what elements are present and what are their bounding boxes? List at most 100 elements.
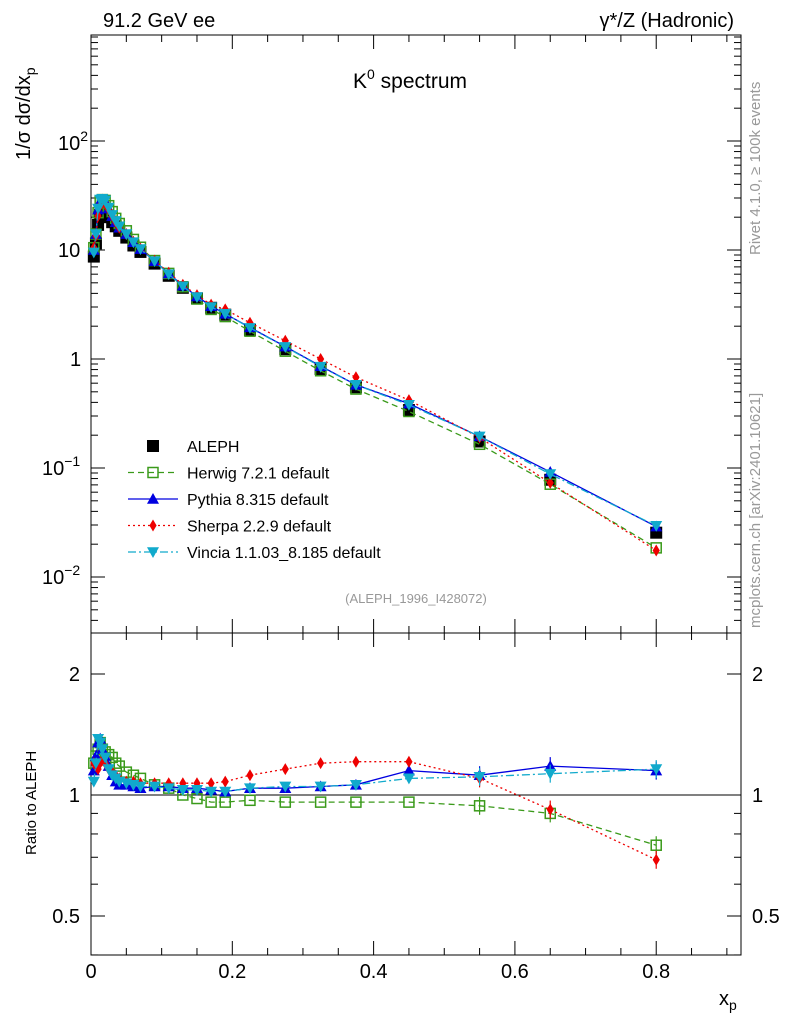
series-line: [93, 198, 657, 527]
data-point: [89, 750, 102, 761]
data-point: [113, 221, 126, 233]
data-point: [87, 776, 100, 788]
y-tick-label-10: 10: [58, 240, 80, 262]
data-point: [94, 763, 102, 776]
data-point: [207, 777, 215, 790]
data-point: [349, 379, 362, 391]
series-vincia: [87, 193, 663, 532]
analysis-id-label: (ALEPH_1996_I428072): [345, 591, 487, 606]
x-axis-label: xp: [719, 988, 737, 1013]
data-point: [405, 755, 413, 768]
y-tick-label-0.1: 10−1: [42, 453, 80, 480]
data-point: [148, 256, 161, 268]
x-tick-label: 0.6: [501, 961, 529, 983]
data-point: [243, 323, 256, 334]
header-right: γ*/Z (Hadronic): [600, 10, 734, 32]
series-aleph: [87, 205, 663, 539]
legend: ALEPH Herwig 7.2.1 default Pythia 8.315 de…: [128, 439, 381, 562]
data-point: [94, 737, 107, 749]
data-point: [96, 744, 109, 756]
data-point: [650, 764, 663, 776]
ratio-panel-frame: [90, 632, 742, 956]
data-point: [279, 796, 292, 808]
ratio-series-pythia: [87, 732, 663, 797]
series-layer: [87, 193, 663, 869]
data-point: [314, 796, 327, 808]
legend-item-herwig: Herwig 7.2.1 default: [128, 466, 330, 483]
series-line: [93, 198, 657, 528]
data-point: [87, 247, 100, 259]
ratio-y-tick-label-right: 2: [752, 664, 763, 686]
x-tick-label: 0.2: [218, 961, 246, 983]
data-point: [279, 342, 292, 353]
legend-label: Sherpa 2.2.9 default: [187, 519, 332, 536]
data-point: [89, 758, 102, 770]
legend-item-vincia: Vincia 1.1.03_8.185 default: [128, 545, 381, 562]
rivet-version-label: Rivet 4.1.0, ≥ 100k events: [747, 82, 764, 255]
series-line: [93, 202, 657, 552]
data-point: [652, 544, 660, 557]
data-point: [546, 476, 554, 489]
data-point: [120, 229, 133, 241]
legend-item-sherpa: Sherpa 2.2.9 default: [128, 519, 332, 536]
ratio-series-vincia: [87, 733, 663, 798]
legend-label: Vincia 1.1.03_8.185 default: [187, 545, 381, 562]
x-tick-label: 0: [85, 961, 96, 983]
data-point: [127, 237, 140, 249]
y-axis-label: 1/σ dσ/dxp: [13, 67, 38, 160]
data-point: [243, 783, 256, 795]
data-point: [134, 781, 147, 793]
data-point: [279, 781, 292, 793]
ratio-series-sherpa: [90, 754, 660, 869]
data-point: [350, 796, 362, 808]
data-point: [99, 195, 112, 207]
data-point: [149, 519, 157, 532]
data-point: [652, 853, 660, 866]
data-point: [92, 218, 105, 231]
data-point: [352, 755, 360, 768]
main-panel-frame: [90, 34, 742, 634]
ratio-y-tick-label-left: 0.5: [52, 906, 80, 928]
data-point: [162, 269, 175, 281]
data-point: [176, 281, 189, 293]
ratio-y-tick-label-left: 2: [69, 664, 80, 686]
data-point: [544, 469, 557, 481]
data-point: [96, 757, 104, 770]
data-point: [205, 786, 218, 798]
data-point: [317, 757, 325, 770]
ratio-y-tick-label-right: 1: [752, 785, 763, 807]
data-point: [650, 839, 662, 851]
data-point: [99, 752, 112, 764]
data-point: [473, 800, 486, 812]
y-tick-label-100: 102: [58, 128, 88, 155]
data-point: [403, 796, 415, 808]
data-point: [162, 783, 175, 795]
data-point: [221, 775, 229, 788]
data-point: [147, 493, 159, 504]
data-point: [147, 440, 159, 452]
data-point: [89, 229, 102, 241]
data-point: [219, 308, 232, 320]
x-tick-label: 0.8: [642, 961, 670, 983]
y-tick-label-0.01: 10−2: [42, 562, 80, 589]
data-point: [473, 431, 486, 443]
series-sherpa: [90, 196, 660, 557]
ratio-y-tick-label-right: 0.5: [752, 906, 780, 928]
data-point: [244, 794, 256, 807]
data-point: [219, 786, 232, 798]
data-point: [246, 769, 254, 782]
data-point: [544, 768, 557, 780]
legend-item-aleph: ALEPH: [147, 439, 239, 456]
data-point: [176, 785, 189, 796]
axis-ticks: 0.5 0.5 1 1 2 2 0 0.2 0.4 0.6 0.8: [52, 35, 780, 983]
data-point: [148, 781, 161, 793]
data-point: [402, 773, 415, 785]
data-point: [281, 763, 289, 776]
legend-label: Pythia 8.315 default: [187, 492, 329, 509]
data-point: [134, 244, 147, 256]
data-point: [147, 547, 159, 558]
data-point: [190, 785, 203, 796]
mcplots-credit-label: mcplots.cern.ch [arXiv:2401.10621]: [747, 393, 764, 628]
ratio-y-tick-label-left: 1: [69, 785, 80, 807]
